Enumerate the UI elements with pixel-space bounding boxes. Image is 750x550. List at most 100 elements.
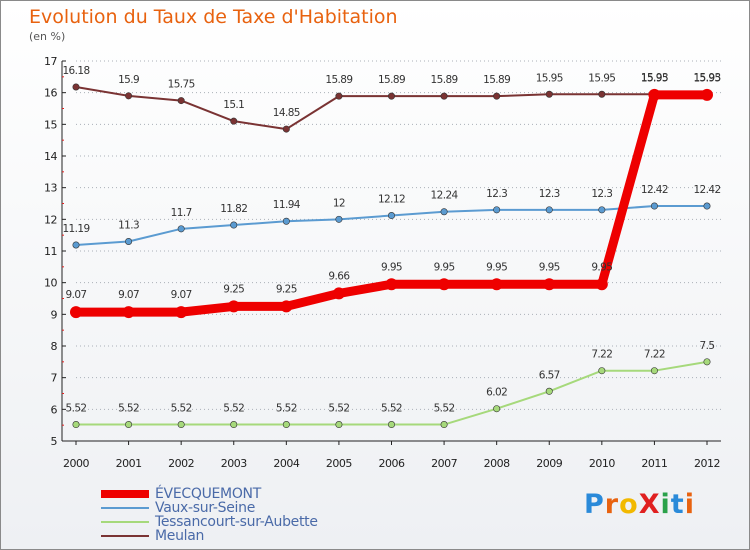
x-tick-label: 2005 [326,457,352,470]
data-label: 9.95 [591,261,612,273]
data-label: 11.82 [220,203,247,215]
legend-swatch [101,521,149,523]
data-label: 11.7 [171,207,192,219]
data-label: 9.25 [276,283,297,295]
data-label: 15.93 [693,72,720,84]
data-point [545,90,553,98]
data-label: 12.42 [641,184,668,196]
x-tick-label: 2004 [273,457,299,470]
chart-subtitle: (en %) [29,30,66,43]
data-point [387,212,395,220]
data-point [701,88,713,101]
data-label: 9.66 [328,270,350,282]
data-label: 12.3 [486,188,507,200]
data-label: 15.95 [536,72,563,84]
data-point [230,221,238,229]
data-point [493,92,501,100]
data-point [282,421,290,429]
data-label: 6.57 [539,369,560,381]
y-tick-label: 14 [44,150,57,163]
logo-letter: t [670,489,685,520]
data-point [335,215,343,223]
data-label: 12.42 [693,184,720,196]
data-point [545,206,553,214]
y-tick-label: 6 [51,403,58,416]
data-point [227,300,240,313]
data-label: 15.89 [483,74,510,86]
legend-swatch [101,490,149,498]
logo-letter: X [638,489,661,520]
data-label: 16.18 [62,65,89,77]
data-point [385,278,398,291]
logo-letter: i [684,489,695,520]
data-point [175,306,188,319]
data-label: 12.3 [539,188,560,200]
data-label: 5.52 [66,403,87,415]
data-label: 12 [333,197,345,209]
logo-letter: i [660,489,671,520]
y-tick-label: 11 [44,245,57,258]
data-point [332,287,345,300]
data-label: 9.95 [381,261,402,273]
x-tick-label: 2006 [379,457,405,470]
data-label: 15.95 [641,72,668,84]
legend-swatch [101,535,149,537]
data-point [438,278,451,291]
data-point [335,92,343,100]
data-point [598,90,606,98]
data-label: 15.1 [223,99,244,111]
data-label: 15.95 [588,72,615,84]
data-label: 5.52 [118,403,139,415]
legend-label: Meulan [155,528,205,544]
data-label: 9.07 [66,289,87,301]
y-tick-label: 16 [44,87,57,100]
data-label: 9.95 [434,261,455,273]
data-point [282,125,290,133]
data-point [703,358,711,366]
data-point [387,92,395,100]
data-label: 9.95 [539,261,560,273]
data-label: 5.52 [171,403,192,415]
x-tick-label: 2007 [431,457,457,470]
x-tick-label: 2001 [116,457,142,470]
data-point [125,421,133,429]
x-tick-label: 2009 [536,457,562,470]
data-point [440,92,448,100]
data-point [440,421,448,429]
legend-label: Vaux-sur-Seine [155,500,256,516]
data-point [598,367,606,375]
data-point [282,217,290,225]
data-label: 15.95 [693,72,720,84]
data-point [70,306,82,319]
data-point [648,88,661,101]
data-label: 5.52 [328,403,349,415]
data-label: 7.5 [700,340,715,352]
data-label: 9.95 [486,261,507,273]
y-tick-label: 17 [44,55,57,68]
data-label: 15.89 [378,74,405,86]
data-point [598,206,606,214]
data-point [72,83,80,91]
x-tick-label: 2008 [484,457,510,470]
y-tick-label: 9 [51,308,58,321]
data-label: 11.94 [273,199,301,211]
legend-label: ÉVECQUEMONT [155,486,261,502]
data-label: 15.93 [641,72,668,84]
legend-label: Tessancourt-sur-Aubette [155,514,318,530]
data-labels: 5.52 5.52 5.52 5.52 5.52 5.52 5.52 5.52 6.02 6.57… [62,65,721,415]
series-line-2 [76,360,708,426]
data-point [230,117,238,125]
legend-swatch [101,507,149,509]
data-point [125,238,133,246]
axes: 5 6 7 8 9 10 11 12 13 14 15 16 17 2000 2001 2002 2003 200… [44,55,721,470]
x-tick-label: 2012 [694,457,720,470]
grid-lines [76,60,721,410]
data-point [125,92,133,100]
logo-letter: o [619,489,639,520]
proxiti-logo: ProXiti [584,489,695,520]
data-label: 12.3 [591,188,612,200]
data-point [650,367,658,375]
series-lines [70,83,713,429]
data-point [335,421,343,429]
